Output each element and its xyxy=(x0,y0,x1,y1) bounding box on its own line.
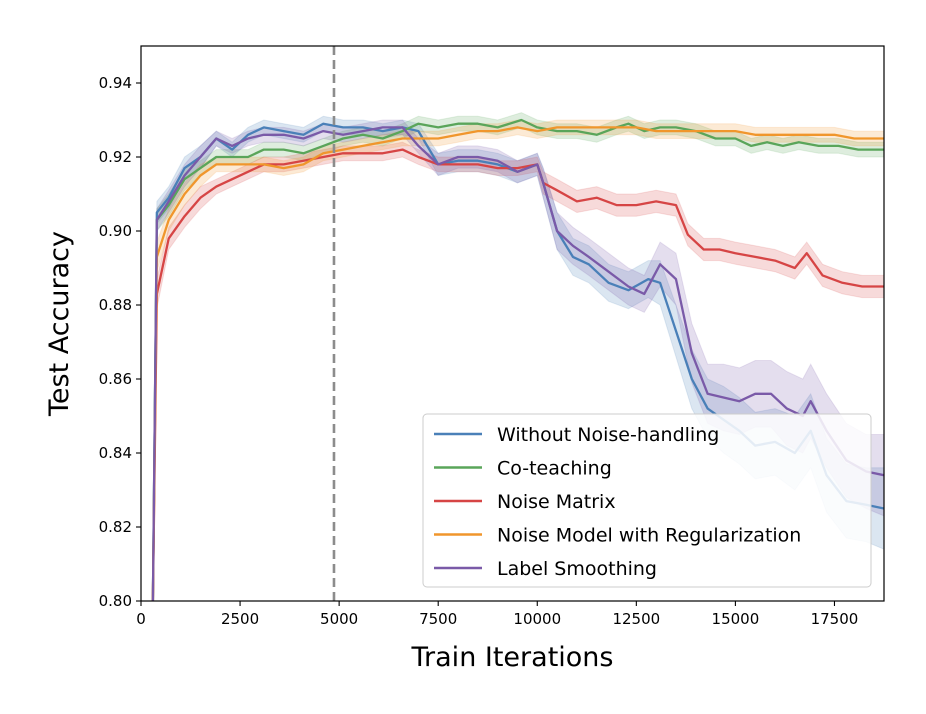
x-tick-label: 5000 xyxy=(320,610,358,628)
legend-item-noise-model-with-regularization: Noise Model with Regularization xyxy=(434,525,801,547)
legend-label: Noise Matrix xyxy=(497,491,616,513)
series-line-co-teaching xyxy=(151,118,884,601)
legend-item-noise-matrix: Noise Matrix xyxy=(434,491,616,513)
y-tick-label: 0.80 xyxy=(99,592,132,610)
y-tick-label: 0.92 xyxy=(99,148,132,166)
series-line-noise-matrix xyxy=(151,148,884,601)
plot-frame xyxy=(140,45,885,602)
y-tick-label: 0.94 xyxy=(99,74,132,92)
legend: Without Noise-handling Co-teaching Noise M… xyxy=(422,413,872,588)
y-axis-ticks: 0.80 0.82 0.84 0.86 0.88 0.90 0.92 0.94 xyxy=(99,74,141,610)
band-noise-matrix xyxy=(152,141,884,601)
y-tick-label: 0.84 xyxy=(99,444,132,462)
legend-item-co-teaching: Co-teaching xyxy=(434,458,612,480)
legend-item-label-smoothing: Label Smoothing xyxy=(434,558,657,580)
legend-item-without-noise-handling: Without Noise-handling xyxy=(434,424,719,446)
x-tick-label: 10000 xyxy=(513,610,561,628)
x-tick-label: 2500 xyxy=(221,610,259,628)
legend-box xyxy=(422,413,872,588)
legend-label: Noise Model with Regularization xyxy=(497,525,801,547)
x-axis-ticks: 0 2500 5000 7500 10000 12500 15000 17500 xyxy=(136,601,858,628)
legend-label: Label Smoothing xyxy=(497,558,657,580)
y-axis-title: Test Accuracy xyxy=(44,231,75,417)
x-tick-label: 12500 xyxy=(612,610,660,628)
x-axis-title: Train Iterations xyxy=(411,642,614,673)
y-tick-label: 0.82 xyxy=(99,518,132,536)
y-tick-label: 0.86 xyxy=(99,370,132,388)
legend-label: Co-teaching xyxy=(497,458,612,480)
y-tick-label: 0.88 xyxy=(99,296,132,314)
x-tick-label: 15000 xyxy=(712,610,760,628)
y-tick-label: 0.90 xyxy=(99,222,132,240)
series-line-noise-model-with-regularization xyxy=(151,126,884,601)
legend-label: Without Noise-handling xyxy=(497,424,719,446)
x-tick-label: 17500 xyxy=(811,610,859,628)
band-noise-model-with-regularization xyxy=(152,119,884,601)
x-tick-label: 7500 xyxy=(419,610,457,628)
series-line-label-smoothing xyxy=(151,126,884,601)
band-label-smoothing xyxy=(152,119,884,601)
x-tick-label: 0 xyxy=(136,610,146,628)
